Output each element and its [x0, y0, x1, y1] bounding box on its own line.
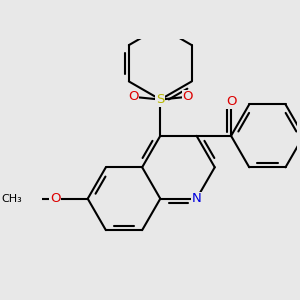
Text: O: O — [226, 95, 236, 108]
Text: O: O — [128, 90, 138, 103]
Text: O: O — [182, 90, 193, 103]
Text: S: S — [156, 93, 164, 106]
Text: O: O — [50, 192, 60, 205]
Text: CH₃: CH₃ — [1, 194, 22, 204]
Text: N: N — [192, 192, 202, 205]
